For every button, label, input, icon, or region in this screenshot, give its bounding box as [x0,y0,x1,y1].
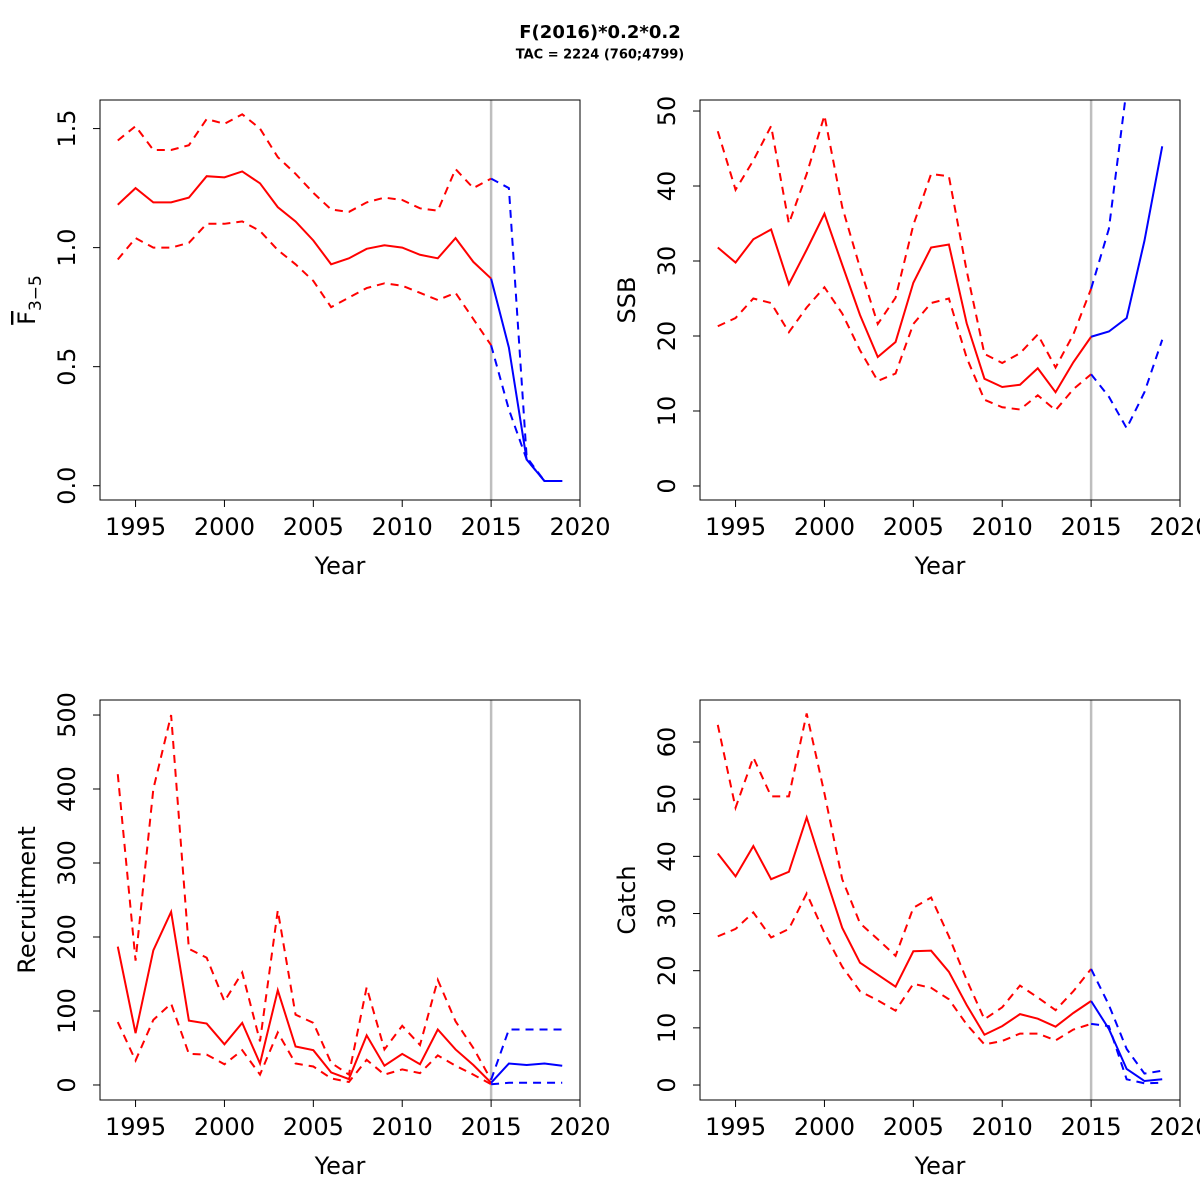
plot-area [716,100,1164,500]
x-axis-label: Year [914,552,966,580]
y-axis-label: Recruitment [13,826,41,973]
x-tick-label: 2015 [461,1113,522,1141]
series-line [1090,146,1164,338]
x-tick-label: 2015 [1061,513,1122,541]
y-tick-label: 10 [653,396,681,427]
y-tick-label: 50 [653,784,681,815]
figure-subtitle: TAC = 2224 (760;4799) [516,48,685,63]
x-tick-label: 2000 [194,513,255,541]
series-line [1090,968,1163,1075]
y-axis-label-main: SSB [613,277,641,324]
series-line [117,170,492,280]
series-line [490,177,563,482]
plot-area [116,700,563,1100]
y-tick-label: 500 [53,692,81,738]
y-axis-label-main: F [13,311,41,325]
series-line [490,1062,563,1084]
y-tick-label: 200 [53,914,81,960]
y-tick-label: 20 [653,321,681,352]
y-tick-label: 30 [653,898,681,929]
series-line [491,1081,563,1086]
series-line [717,891,1092,1046]
y-tick-label: 10 [653,1013,681,1044]
series-line [717,285,1092,412]
y-tick-label: 0.0 [53,467,81,505]
x-tick-label: 2005 [883,1113,944,1141]
x-axis-label: Year [914,1152,966,1180]
y-tick-label: 0 [53,1077,81,1092]
series-line [1090,339,1164,431]
series-line [716,814,1092,1037]
series-line [117,220,492,346]
series-line [490,1028,563,1081]
y-tick-label: 100 [53,988,81,1034]
x-axis-label: Year [314,552,366,580]
x-tick-label: 2000 [794,1113,855,1141]
y-axis-label: SSB [613,277,641,324]
series-line [1090,1022,1163,1085]
y-axis-label-main: Catch [613,865,641,934]
x-tick-label: 2010 [972,513,1033,541]
x-tick-label: 2010 [372,1113,433,1141]
x-tick-label: 2020 [549,1113,610,1141]
x-tick-label: 1995 [105,1113,166,1141]
y-axis-label-sub: 3−5 [26,275,46,311]
x-tick-label: 2020 [549,513,610,541]
y-tick-label: 0.5 [53,348,81,386]
y-tick-label: 300 [53,840,81,886]
x-tick-label: 2005 [883,513,944,541]
y-tick-label: 40 [653,841,681,872]
plot-area [117,100,563,500]
y-axis-label: F3−5 [13,275,46,325]
figure-title: F(2016)*0.2*0.2 [519,22,680,43]
series-line [717,211,1092,395]
y-tick-label: 1.5 [53,109,81,147]
x-tick-label: 2000 [794,513,855,541]
y-tick-label: 400 [53,766,81,812]
y-tick-label: 40 [653,171,681,202]
panel: 1995 2000 2005 2010 2015 2020 0 10 20 30 40 50 60 Yea… [613,699,1200,1180]
y-axis-label: Catch [613,865,641,934]
x-tick-label: 2005 [283,1113,344,1141]
x-tick-label: 2020 [1149,513,1200,541]
series-line [116,908,492,1084]
panel: 1995 2000 2005 2010 2015 2020 0 100 200 300 400 500… [13,692,611,1180]
x-tick-label: 2010 [372,513,433,541]
x-tick-label: 2010 [972,1113,1033,1141]
series-line [490,344,563,482]
series-line [117,113,492,213]
panel: 1995 2000 2005 2010 2015 2020 0 10 20 30 40 50 Year S… [613,96,1200,580]
y-tick-label: 50 [653,96,681,127]
series-line [116,1001,492,1086]
x-tick-label: 1995 [105,513,166,541]
series-line [716,713,1092,1021]
x-tick-label: 1995 [705,1113,766,1141]
y-tick-label: 0 [653,1077,681,1092]
x-axis-label: Year [314,1152,366,1180]
x-tick-label: 2020 [1149,1113,1200,1141]
x-tick-label: 2005 [283,513,344,541]
plot-area [716,700,1163,1100]
x-tick-label: 1995 [705,513,766,541]
y-tick-label: 20 [653,955,681,986]
series-line [116,714,492,1081]
y-tick-label: 1.0 [53,229,81,267]
panel: 1995 2000 2005 2010 2015 2020 0.0 0.5 1.0 1.5 Year… [13,99,611,580]
x-tick-label: 2000 [194,1113,255,1141]
y-tick-label: 30 [653,246,681,277]
x-tick-label: 2015 [1061,1113,1122,1141]
series-line [1090,1000,1163,1083]
y-tick-label: 60 [653,727,681,758]
series-line [716,115,1093,370]
x-tick-label: 2015 [461,513,522,541]
y-axis-label-main: Recruitment [13,826,41,973]
y-tick-label: 0 [653,478,681,493]
